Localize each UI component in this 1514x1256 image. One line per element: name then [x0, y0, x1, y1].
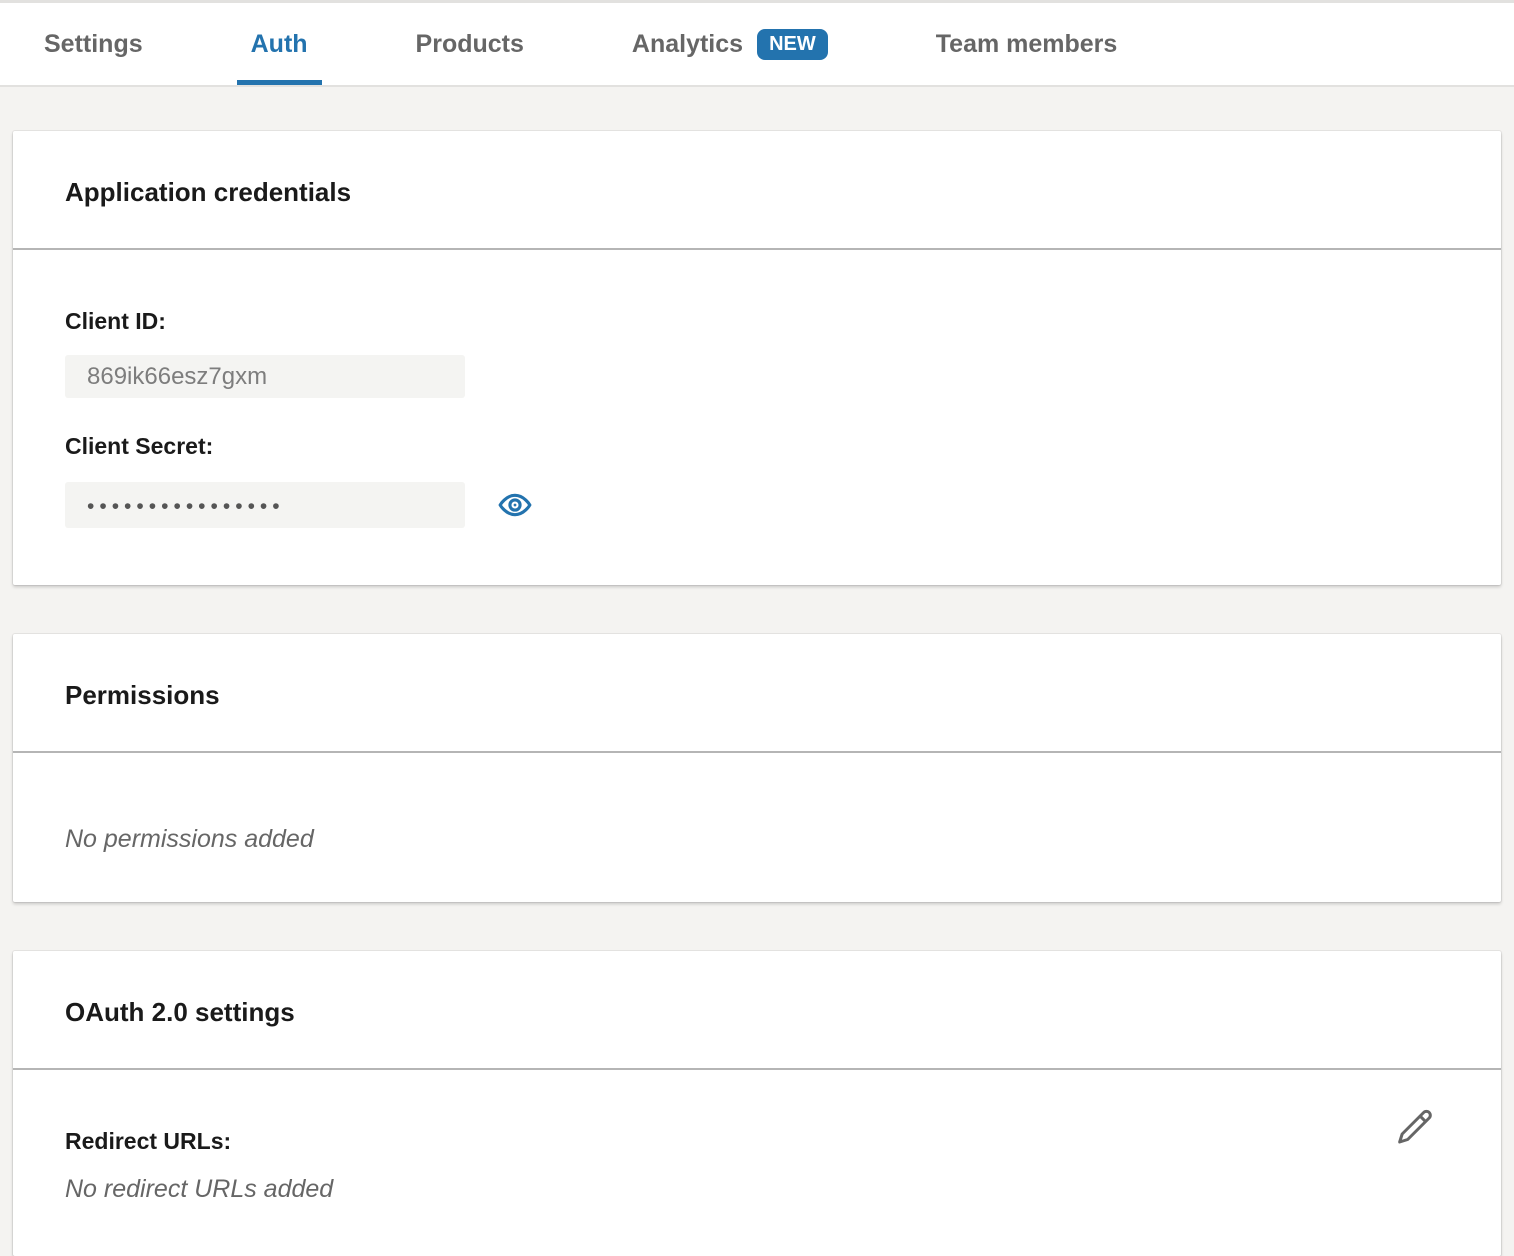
- permissions-card: Permissions No permissions added: [13, 634, 1501, 902]
- tab-analytics[interactable]: Analytics NEW: [618, 3, 842, 85]
- oauth-settings-card: OAuth 2.0 settings Redirect URLs: No red…: [13, 951, 1501, 1256]
- tab-auth[interactable]: Auth: [236, 3, 322, 85]
- oauth-settings-body: Redirect URLs: No redirect URLs added: [13, 1070, 1501, 1256]
- client-secret-label: Client Secret:: [65, 433, 214, 459]
- new-badge: NEW: [757, 28, 828, 60]
- client-secret-row: ••••••••••••••••: [65, 482, 1449, 528]
- tab-products[interactable]: Products: [402, 3, 538, 85]
- tab-settings-label: Settings: [44, 29, 143, 58]
- application-credentials-card: Application credentials Client ID: 869ik…: [13, 131, 1501, 585]
- client-id-label: Client ID:: [65, 308, 166, 334]
- tab-team-members[interactable]: Team members: [922, 3, 1132, 85]
- redirect-urls-empty-text: No redirect URLs added: [65, 1175, 334, 1203]
- permissions-body: No permissions added: [13, 753, 1501, 902]
- redirect-urls-label: Redirect URLs:: [65, 1128, 232, 1154]
- oauth-settings-header: OAuth 2.0 settings: [13, 951, 1501, 1070]
- permissions-empty-text: No permissions added: [65, 825, 314, 853]
- tab-analytics-label: Analytics: [631, 29, 744, 58]
- edit-redirect-urls-button[interactable]: [1395, 1107, 1435, 1147]
- eye-icon: [498, 488, 532, 522]
- permissions-title: Permissions: [65, 680, 220, 710]
- application-credentials-body: Client ID: 869ik66esz7gxm Client Secret:…: [13, 250, 1501, 585]
- application-credentials-header: Application credentials: [13, 131, 1501, 250]
- tab-auth-label: Auth: [250, 29, 308, 58]
- tab-settings[interactable]: Settings: [30, 3, 157, 85]
- tab-products-label: Products: [415, 29, 524, 58]
- pencil-icon: [1395, 1107, 1435, 1147]
- client-secret-value: ••••••••••••••••: [65, 482, 465, 528]
- tab-bar: Settings Auth Products Analytics NEW Tea…: [0, 0, 1514, 87]
- show-secret-button[interactable]: [498, 488, 532, 522]
- oauth-settings-title: OAuth 2.0 settings: [65, 997, 295, 1027]
- tab-team-members-label: Team members: [935, 29, 1118, 58]
- permissions-header: Permissions: [13, 634, 1501, 753]
- application-credentials-title: Application credentials: [65, 177, 352, 207]
- client-id-value: 869ik66esz7gxm: [65, 355, 465, 398]
